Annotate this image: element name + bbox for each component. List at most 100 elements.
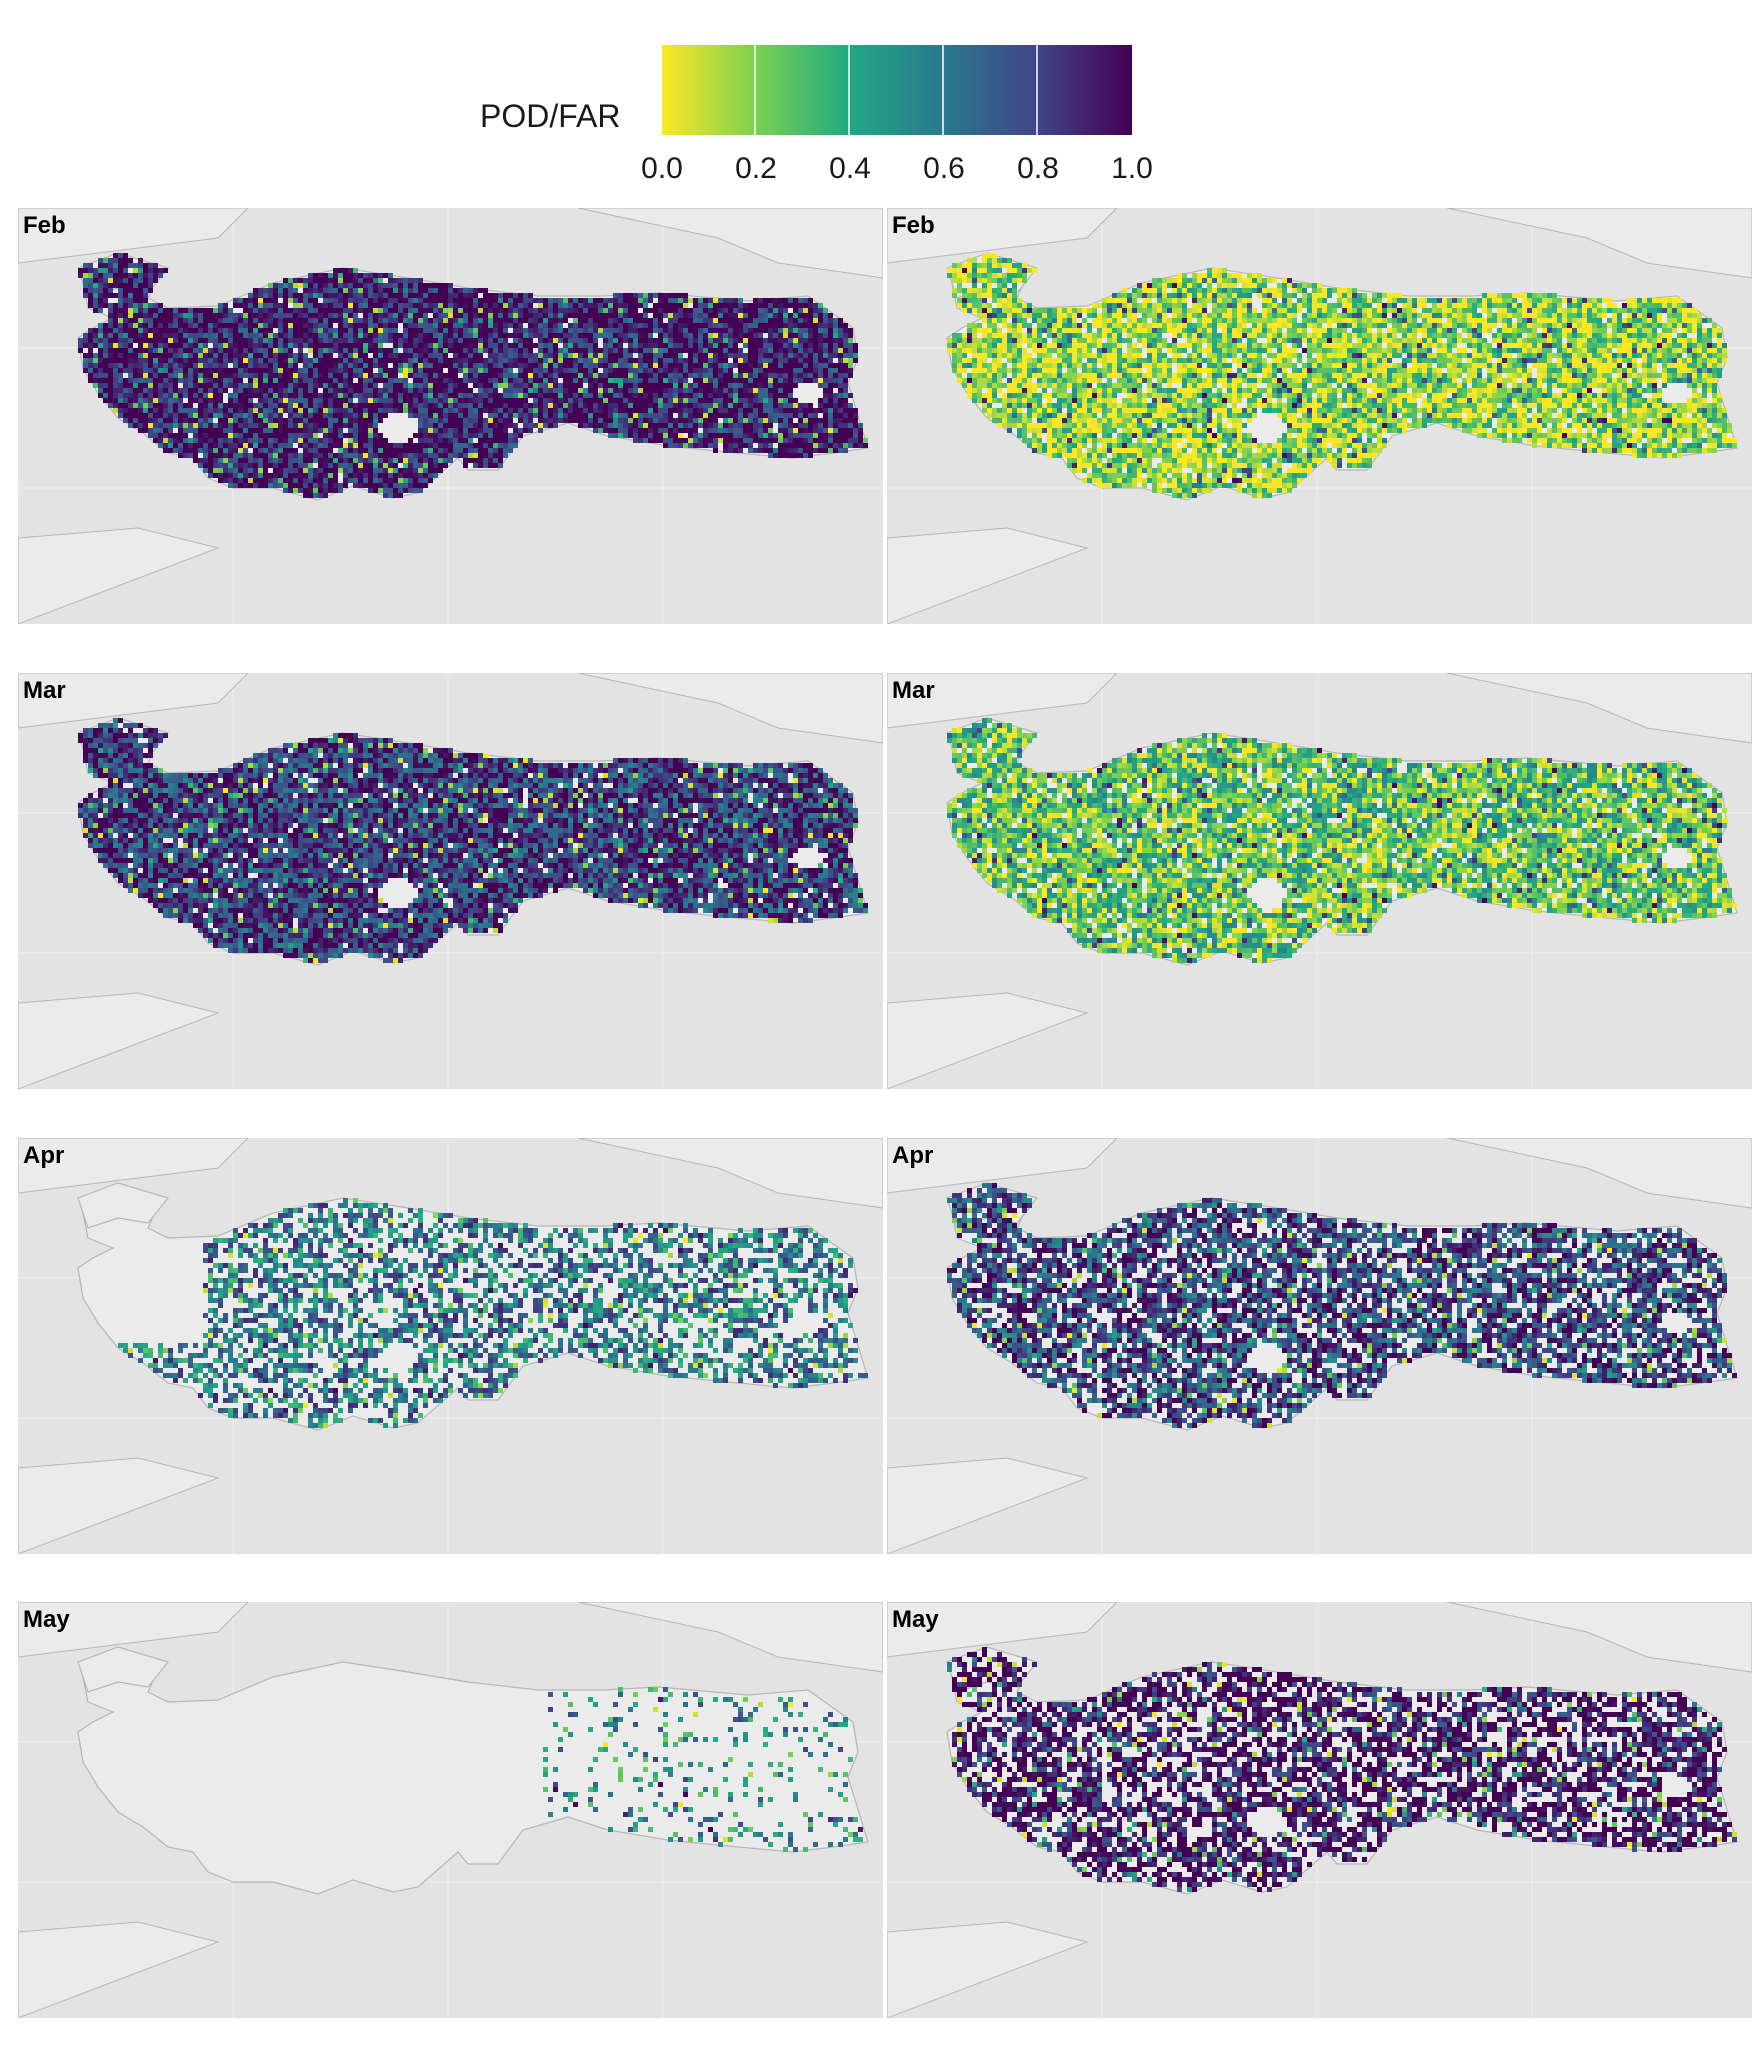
grid-cell xyxy=(243,328,248,333)
grid-cell xyxy=(198,383,203,388)
grid-cell xyxy=(803,358,808,363)
grid-cell xyxy=(298,433,303,438)
grid-cell xyxy=(728,438,733,443)
grid-cell xyxy=(393,278,398,283)
grid-cell xyxy=(318,443,323,448)
grid-cell xyxy=(438,328,443,333)
grid-cell xyxy=(308,433,313,438)
grid-cell xyxy=(368,483,373,488)
grid-cell xyxy=(693,358,698,363)
grid-cell xyxy=(813,308,818,313)
grid-cell xyxy=(283,438,288,443)
grid-cell xyxy=(608,413,613,418)
grid-cell xyxy=(478,383,483,388)
grid-cell xyxy=(208,433,213,438)
grid-cell xyxy=(253,328,258,333)
grid-cell xyxy=(143,408,148,413)
grid-cell xyxy=(753,343,758,348)
grid-cell xyxy=(253,363,258,368)
colorbar-tick-label: 0.4 xyxy=(829,152,871,186)
grid-cell xyxy=(178,438,183,443)
grid-cell xyxy=(223,428,228,433)
grid-cell xyxy=(693,423,698,428)
grid-cell xyxy=(118,288,123,293)
grid-cell xyxy=(563,403,568,408)
grid-cell xyxy=(583,318,588,323)
grid-cell xyxy=(788,318,793,323)
grid-cell xyxy=(398,473,403,478)
grid-cell xyxy=(618,363,623,368)
grid-cell xyxy=(343,303,348,308)
grid-cell xyxy=(243,368,248,373)
grid-cell xyxy=(228,338,233,343)
grid-cell xyxy=(403,293,408,298)
grid-cell xyxy=(173,328,178,333)
grid-cell xyxy=(318,458,323,463)
grid-cell xyxy=(678,423,683,428)
grid-cell xyxy=(743,418,748,423)
grid-cell xyxy=(363,358,368,363)
grid-cell xyxy=(583,418,588,423)
grid-cell xyxy=(118,358,123,363)
grid-cell xyxy=(478,408,483,413)
grid-cell xyxy=(468,358,473,363)
grid-cell xyxy=(588,368,593,373)
grid-cell xyxy=(408,453,413,458)
grid-cell xyxy=(403,408,408,413)
grid-cell xyxy=(298,403,303,408)
grid-cell xyxy=(503,373,508,378)
grid-cell xyxy=(153,433,158,438)
grid-cell xyxy=(763,318,768,323)
grid-cell xyxy=(153,333,158,338)
grid-cell xyxy=(318,413,323,418)
grid-cell xyxy=(108,288,113,293)
grid-cell xyxy=(843,363,848,368)
grid-cell xyxy=(773,298,778,303)
grid-cell xyxy=(198,363,203,368)
grid-cell xyxy=(833,383,838,388)
grid-cell xyxy=(508,418,513,423)
grid-cell xyxy=(308,293,313,298)
grid-cell xyxy=(803,343,808,348)
grid-cell xyxy=(213,473,218,478)
grid-cell xyxy=(703,358,708,363)
grid-cell xyxy=(253,463,258,468)
grid-cell xyxy=(743,303,748,308)
grid-cell xyxy=(353,343,358,348)
grid-cell xyxy=(548,298,553,303)
grid-cell xyxy=(283,288,288,293)
grid-cell xyxy=(343,463,348,468)
grid-cell xyxy=(848,333,853,338)
grid-cell xyxy=(208,368,213,373)
grid-cell xyxy=(368,358,373,363)
grid-cell xyxy=(638,338,643,343)
grid-cell xyxy=(593,413,598,418)
grid-cell xyxy=(698,363,703,368)
grid-cell xyxy=(163,393,168,398)
grid-cell xyxy=(343,323,348,328)
grid-cell xyxy=(533,328,538,333)
grid-cell xyxy=(178,403,183,408)
grid-cell xyxy=(623,313,628,318)
grid-cell xyxy=(483,328,488,333)
grid-cell xyxy=(313,468,318,473)
grid-cell xyxy=(163,428,168,433)
grid-cell xyxy=(833,438,838,443)
grid-cell xyxy=(143,268,148,273)
grid-cell xyxy=(833,368,838,373)
grid-cell xyxy=(548,343,553,348)
grid-cell xyxy=(538,318,543,323)
grid-cell xyxy=(503,433,508,438)
grid-cell xyxy=(383,313,388,318)
grid-cell xyxy=(233,458,238,463)
grid-cell xyxy=(653,408,658,413)
grid-cell xyxy=(588,408,593,413)
grid-cell xyxy=(413,473,418,478)
grid-cell xyxy=(348,353,353,358)
grid-cell xyxy=(863,438,868,443)
grid-cell xyxy=(533,383,538,388)
grid-cell xyxy=(338,428,343,433)
grid-cell xyxy=(93,363,98,368)
grid-cell xyxy=(158,438,163,443)
grid-cell xyxy=(588,303,593,308)
